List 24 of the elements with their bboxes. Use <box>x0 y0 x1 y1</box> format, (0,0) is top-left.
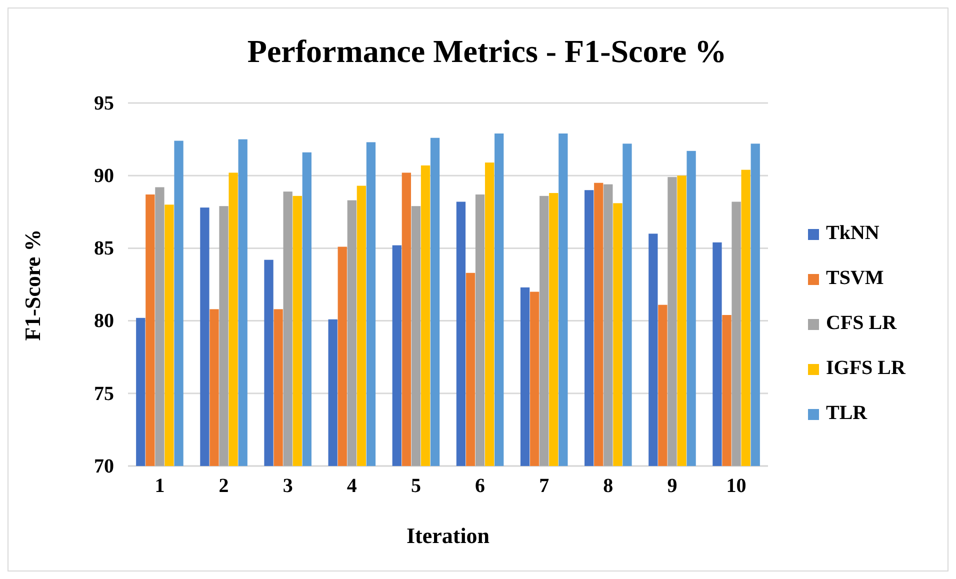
legend-label: CFS LR <box>826 312 898 334</box>
legend-label: IGFS LR <box>826 357 906 379</box>
x-tick-label: 6 <box>475 475 486 498</box>
x-tick-label: 10 <box>726 475 746 498</box>
x-tick-label: 4 <box>346 475 357 498</box>
y-tick-label: 90 <box>94 165 114 187</box>
chart-title: Performance Metrics - F1-Score % <box>247 33 727 69</box>
x-tick-label: 9 <box>667 475 678 498</box>
legend-label: TSVM <box>826 267 884 289</box>
x-axis-title: Iteration <box>406 523 490 548</box>
y-tick-label: 70 <box>94 455 114 478</box>
legend-label: TLR <box>826 402 868 424</box>
y-axis-title: F1-Score % <box>20 229 45 341</box>
x-tick-label: 5 <box>410 475 421 498</box>
y-tick-label: 75 <box>94 382 114 405</box>
x-tick-label: 2 <box>218 475 229 498</box>
y-tick-label: 80 <box>94 310 114 332</box>
legend-label: TkNN <box>826 222 880 244</box>
x-tick-label: 7 <box>539 475 550 498</box>
y-tick-label: 85 <box>94 238 114 260</box>
x-tick-label: 1 <box>154 475 165 498</box>
y-tick-label: 95 <box>94 92 114 114</box>
x-tick-label: 3 <box>282 475 293 498</box>
x-tick-label: 8 <box>603 475 614 498</box>
